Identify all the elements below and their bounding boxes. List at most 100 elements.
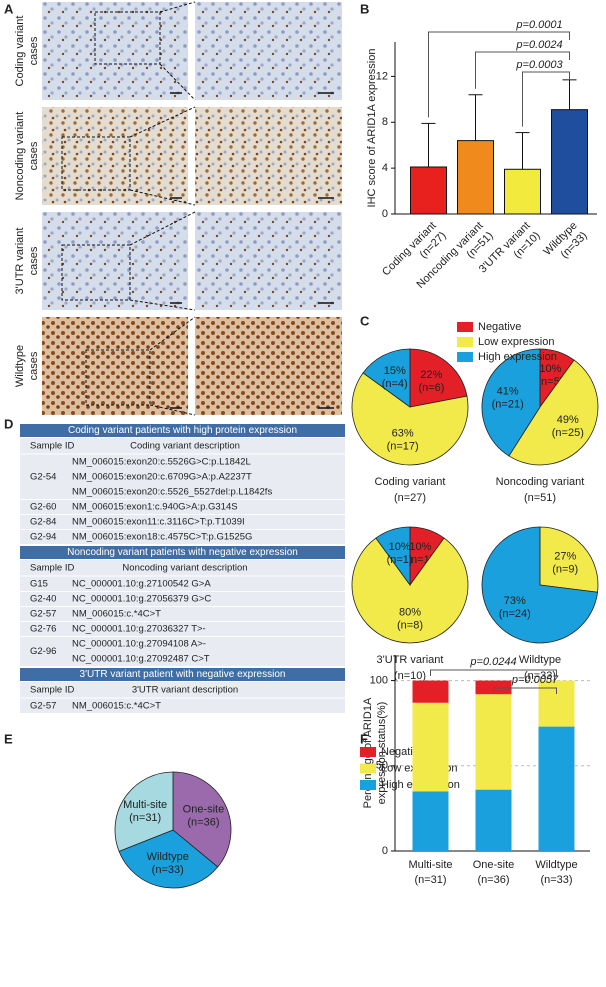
variant-description: NC_000001.10:g.27100542 G>A bbox=[72, 579, 211, 590]
sample-id: G2-54 bbox=[30, 472, 56, 483]
bar-segment bbox=[412, 791, 449, 851]
table-title: Noncoding variant patients with negative… bbox=[67, 547, 298, 558]
table-body bbox=[20, 438, 345, 544]
table-title: Coding variant patients with high protei… bbox=[68, 425, 297, 436]
variant-description: NM_006015:exon20:c.5526_5527del:p.L1842f… bbox=[72, 487, 272, 498]
slice-label: 15% bbox=[384, 365, 406, 377]
variant-description: NM_006015:c.*4C>T bbox=[72, 701, 161, 712]
legend-swatch bbox=[457, 352, 473, 362]
slice-label: (n=6) bbox=[418, 382, 444, 394]
slice-label: 73% bbox=[504, 595, 526, 607]
y-tick-label: 100 bbox=[370, 674, 388, 686]
legend-swatch bbox=[457, 337, 473, 347]
variant-description: NM_006015:exon11:c.3116C>T:p.T1039I bbox=[72, 517, 245, 528]
zoom-box bbox=[61, 244, 131, 301]
slice-label: (n=36) bbox=[187, 817, 219, 829]
slice-label: (n=4) bbox=[382, 378, 408, 390]
x-tick-label: Multi-site bbox=[408, 859, 452, 871]
sample-id: G2-57 bbox=[30, 701, 56, 712]
p-value: p=0.0003 bbox=[515, 59, 563, 71]
variant-description: NC_000001.10:g.27056379 G>C bbox=[72, 594, 211, 605]
variant-description: NM_006015:exon18:c.4575C>T:p.G1525G bbox=[72, 532, 252, 543]
row-label: Noncoding variant bbox=[14, 112, 26, 201]
legend-swatch bbox=[360, 747, 376, 757]
slice-label: 41% bbox=[497, 386, 519, 398]
y-tick-label: 4 bbox=[382, 162, 388, 174]
pie-label: Coding variant bbox=[375, 476, 446, 488]
slice-label: 10% bbox=[409, 541, 431, 553]
zoom-connector bbox=[129, 211, 196, 311]
column-header: Sample ID bbox=[30, 685, 74, 696]
panel-label: F bbox=[360, 731, 368, 746]
scale-bar bbox=[170, 92, 334, 409]
panel-label: E bbox=[4, 731, 13, 746]
table-title-bar bbox=[20, 546, 345, 559]
bar-segment bbox=[412, 702, 449, 792]
slice-label: 22% bbox=[420, 369, 442, 381]
bar bbox=[457, 140, 494, 215]
slice-label: (n=24) bbox=[499, 608, 531, 620]
x-tick-label: (n=36) bbox=[477, 874, 509, 886]
micrograph bbox=[195, 317, 342, 415]
slice-label: 63% bbox=[392, 428, 414, 440]
y-tick-label: 12 bbox=[376, 70, 388, 82]
significance-bracket bbox=[475, 51, 570, 89]
column-header: Sample ID bbox=[30, 563, 74, 574]
p-value: p=0.0244 bbox=[469, 656, 516, 668]
slice-label: (n=33) bbox=[152, 864, 184, 876]
zoom-connector bbox=[149, 316, 196, 416]
panel-a-images bbox=[42, 1, 342, 416]
zoom-connector bbox=[129, 106, 196, 206]
variant-description: NC_000001.10:g.27094108 A>- bbox=[72, 639, 206, 650]
table-title-bar bbox=[20, 424, 345, 437]
x-tick-label: Wildtype bbox=[535, 859, 577, 871]
x-tick-label: One-site bbox=[473, 859, 515, 871]
row-label: cases bbox=[28, 141, 40, 170]
variant-description: NM_006015:c.*4C>T bbox=[72, 609, 161, 620]
pie-slice bbox=[481, 526, 598, 644]
zoom-box bbox=[61, 136, 131, 191]
variant-description: NC_000001.10:g.27036327 T>- bbox=[72, 624, 206, 635]
legend-swatch bbox=[457, 322, 473, 332]
pie-label: (n=27) bbox=[394, 492, 426, 504]
table-title: 3'UTR variant patient with negative expr… bbox=[80, 669, 286, 680]
legend-label: Low expression bbox=[478, 336, 554, 348]
variant-description: NM_006015:exon20:c.5526G>C:p.L1842L bbox=[72, 457, 251, 468]
micrograph bbox=[42, 107, 188, 205]
slice-label: 27% bbox=[554, 551, 576, 563]
pie-label: Noncoding variant bbox=[496, 476, 585, 488]
sample-id: G2-96 bbox=[30, 646, 56, 657]
legend-label: High expression bbox=[478, 351, 557, 363]
table-body bbox=[20, 560, 345, 666]
significance-bracket bbox=[493, 687, 557, 694]
slice-label: 80% bbox=[399, 607, 421, 619]
bar-segment bbox=[475, 789, 512, 851]
legend-label: Negative bbox=[478, 321, 521, 333]
micrograph bbox=[42, 317, 188, 415]
significance-bracket bbox=[522, 71, 570, 127]
column-header: Noncoding variant description bbox=[122, 563, 247, 574]
x-tick-label: (n=31) bbox=[414, 874, 446, 886]
slice-label: (n=21) bbox=[492, 399, 524, 411]
pie-label: 3'UTR variant bbox=[377, 654, 444, 666]
legend-swatch bbox=[360, 763, 376, 774]
variant-description: NM_006015:exon1:c.940G>A:p.G314S bbox=[72, 502, 238, 513]
zoom-box bbox=[85, 349, 151, 406]
pie-slice bbox=[172, 771, 232, 868]
zoom-box bbox=[94, 11, 161, 65]
legend-swatch bbox=[360, 780, 376, 790]
micrograph bbox=[42, 2, 188, 100]
pie-slice bbox=[539, 526, 599, 593]
pie-label: (n=51) bbox=[524, 492, 556, 504]
significance-bracket bbox=[428, 31, 570, 118]
slice-label: One-site bbox=[183, 804, 225, 816]
micrograph bbox=[195, 2, 342, 100]
slice-label: (n=9) bbox=[552, 564, 578, 576]
slice-label: (n=25) bbox=[552, 427, 584, 439]
pie-slice bbox=[409, 348, 468, 408]
slice-label: (n=31) bbox=[129, 812, 161, 824]
pie-slice bbox=[375, 526, 411, 587]
slice-label: Wildtype bbox=[147, 851, 189, 863]
bar-segment bbox=[475, 694, 512, 790]
